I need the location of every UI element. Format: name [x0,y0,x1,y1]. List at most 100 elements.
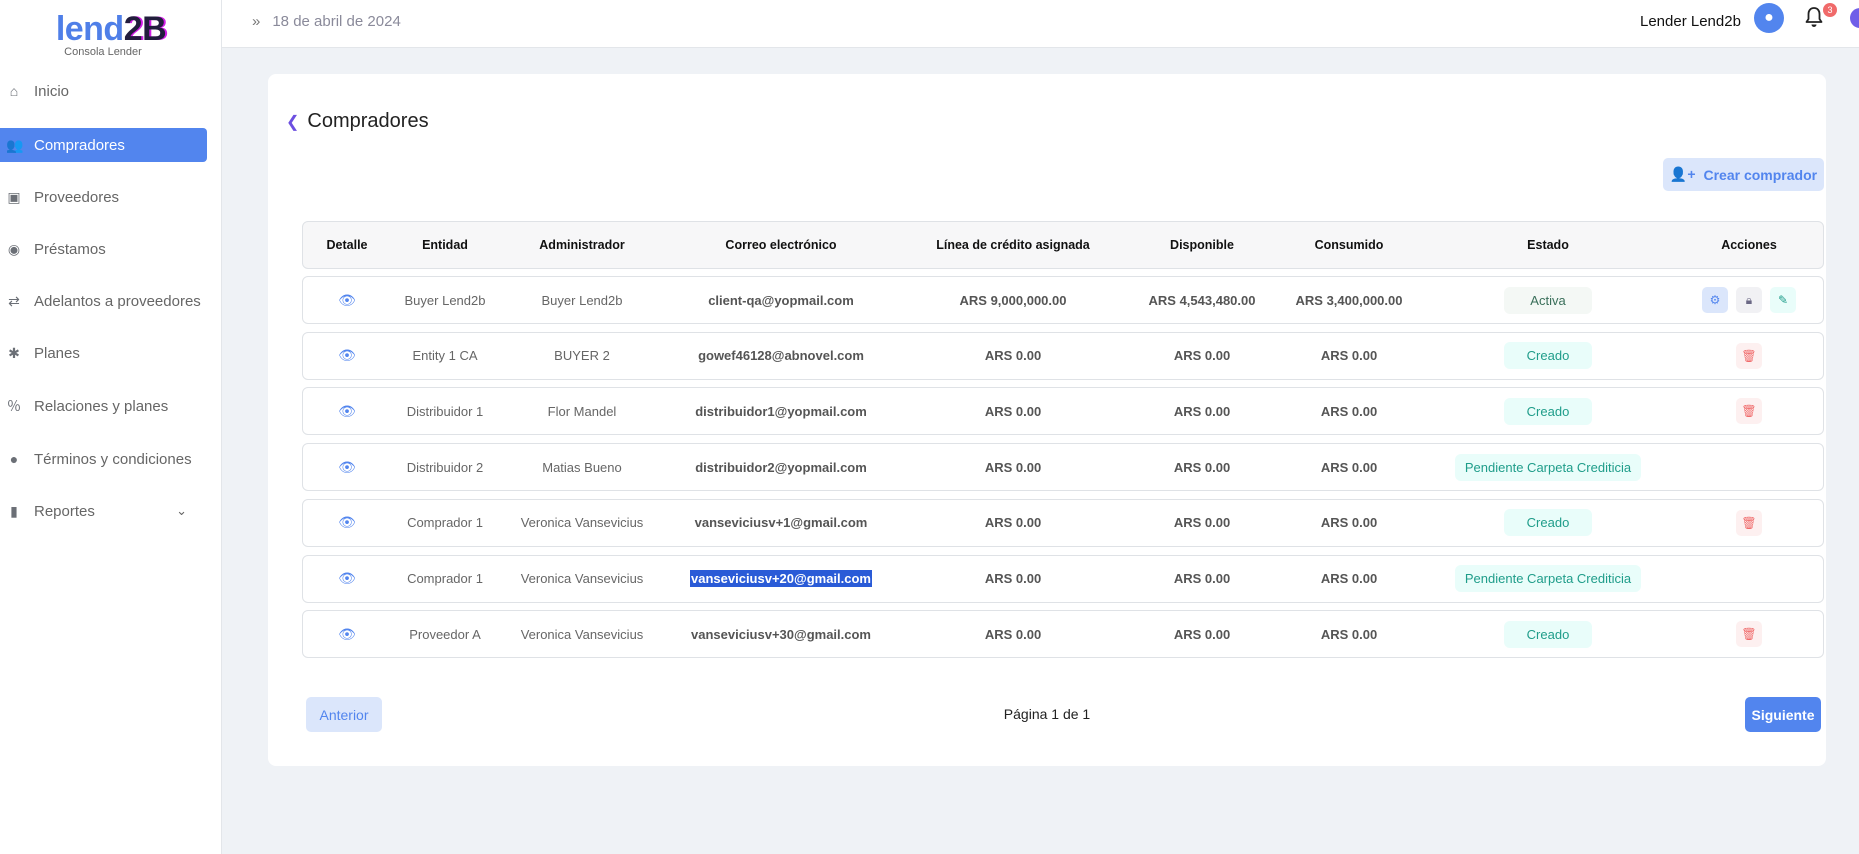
entity-cell: Distribuidor 1 [406,403,484,419]
avatar[interactable]: ● [1754,3,1784,33]
create-buyer-button[interactable]: 👤+ Crear comprador [1663,158,1824,191]
notification-badge: 3 [1823,3,1837,17]
credit-line-cell: ARS 0.00 [984,515,1042,531]
nav-icon: ⌂ [9,83,19,99]
trash-icon[interactable]: 🗑︎ [1736,342,1762,369]
available-cell: ARS 0.00 [1173,626,1231,642]
status-badge: Pendiente Carpeta Crediticia [1454,453,1642,481]
page-title: ❮ Compradores [286,110,429,132]
sidebar-item-relaciones-y-planes[interactable]: ％ Relaciones y planes [0,389,207,423]
table-row: 👁︎ Comprador 1 Veronica Vansevicius vans… [302,498,1824,547]
email-cell: client-qa@yopmail.com [665,293,897,308]
status-badge: Creado [1504,620,1592,648]
available-cell: ARS 0.00 [1173,403,1231,419]
actions-cell: 🗑︎ [1673,398,1825,425]
available-cell: ARS 0.00 [1173,459,1231,475]
email-text: vanseviciusv+30@gmail.com [691,626,871,642]
eye-icon[interactable]: 👁︎ [338,458,356,475]
eye-icon[interactable]: 👁︎ [338,625,356,642]
admin-cell: Veronica Vansevicius [520,571,644,586]
top-header: » 18 de abril de 2024 Lender Lend2b ● 3 [222,0,1859,48]
credit-line-cell: ARS 0.00 [984,459,1042,475]
nav-icon: ◉ [7,240,21,257]
edit-icon[interactable]: ✎ [1770,287,1796,313]
consumed-cell: ARS 0.00 [1320,515,1378,531]
available-cell: ARS 4,543,480.00 [1148,292,1256,308]
header-date: » 18 de abril de 2024 [252,13,401,30]
sidebar: lend2B Consola Lender ⌂ Inicio 👥 Compradore… [0,0,222,854]
consumed-cell: ARS 3,400,000.00 [1295,292,1403,308]
status-badge: Creado [1504,509,1592,537]
email-cell: gowef46128@abnovel.com [665,348,897,363]
trash-icon[interactable]: 🗑︎ [1736,398,1762,425]
consumed-cell: ARS 0.00 [1320,403,1378,419]
column-header: Entidad [422,238,468,252]
table-row: 👁︎ Distribuidor 2 Matias Bueno distribui… [302,443,1824,492]
sidebar-item-t-rminos-y-condiciones[interactable]: ● Términos y condiciones [0,442,207,476]
expand-sidebar-icon[interactable]: » [252,13,261,30]
page-info: Página 1 de 1 [1003,706,1091,722]
email-cell: vanseviciusv+1@gmail.com [665,515,897,530]
entity-cell: Entity 1 CA [412,348,478,364]
console-subtitle: Consola Lender [64,46,142,58]
email-cell: vanseviciusv+30@gmail.com [665,627,897,642]
eye-icon[interactable]: 👁︎ [338,291,356,308]
entity-cell: Distribuidor 2 [406,459,484,475]
consumed-cell: ARS 0.00 [1320,571,1378,586]
column-header: Acciones [1721,238,1777,252]
sidebar-item-reportes[interactable]: ▮ Reportes ⌄ [0,494,207,528]
user-name: Lender Lend2b [1640,13,1741,30]
email-text: gowef46128@abnovel.com [698,348,864,364]
logo: lend2B [55,10,167,48]
back-chevron-icon[interactable]: ❮ [286,114,300,131]
next-button[interactable]: Siguiente [1745,697,1821,732]
sidebar-item-adelantos-a-proveedores[interactable]: ⇄ Adelantos a proveedores [0,284,207,318]
status-badge: Creado [1504,397,1592,425]
sidebar-item-label: Reportes [34,502,95,520]
content-card: ❮ Compradores 👤+ Crear comprador Detalle En… [268,74,1826,766]
email-text: client-qa@yopmail.com [708,292,854,308]
globe-icon[interactable] [1850,8,1859,28]
sidebar-item-planes[interactable]: ✱ Planes [0,336,207,370]
status-badge: Pendiente Carpeta Crediticia [1454,565,1642,592]
column-header: Detalle [326,238,368,252]
table-header: Detalle Entidad Administrador Correo electr… [302,221,1824,269]
settings-gear-icon[interactable]: ⚙ [1702,287,1728,313]
sidebar-item-inicio[interactable]: ⌂ Inicio [0,74,207,108]
email-text: vanseviciusv+1@gmail.com [694,515,868,531]
consumed-cell: ARS 0.00 [1320,459,1378,475]
available-cell: ARS 0.00 [1173,348,1231,364]
email-text: vanseviciusv+20@gmail.com [690,570,872,587]
lock-icon[interactable]: 🔒︎ [1736,287,1762,313]
sidebar-item-pr-stamos[interactable]: ◉ Préstamos [0,232,207,266]
table-row: 👁︎ Buyer Lend2b Buyer Lend2b client-qa@y… [302,276,1824,324]
sidebar-item-label: Compradores [34,136,125,154]
eye-icon[interactable]: 👁︎ [338,347,356,364]
column-header: Estado [1527,238,1569,252]
column-header: Disponible [1170,238,1234,252]
table-row: 👁︎ Entity 1 CA BUYER 2 gowef46128@abnove… [302,331,1825,380]
bell-icon[interactable] [1804,6,1824,28]
sidebar-item-label: Préstamos [34,240,106,258]
eye-icon[interactable]: 👁︎ [338,570,356,586]
email-cell: distribuidor2@yopmail.com [665,460,897,475]
nav-icon: ● [9,451,19,467]
chevron-down-icon[interactable]: ⌄ [176,503,187,518]
sidebar-item-proveedores[interactable]: ▣ Proveedores [0,180,207,214]
sidebar-item-compradores[interactable]: 👥 Compradores [0,128,207,162]
eye-icon[interactable]: 👁︎ [338,514,356,531]
actions-cell: 🗑︎ [1673,342,1825,369]
trash-icon[interactable]: 🗑︎ [1736,509,1762,536]
trash-icon[interactable]: 🗑︎ [1736,621,1762,648]
eye-icon[interactable]: 👁︎ [338,402,356,419]
actions-cell: ⚙ 🔒︎ ✎ [1673,287,1825,313]
credit-line-cell: ARS 0.00 [984,348,1042,364]
email-cell: vanseviciusv+20@gmail.com [665,570,897,587]
admin-cell: Buyer Lend2b [541,292,623,308]
credit-line-cell: ARS 0.00 [984,626,1042,642]
email-text: distribuidor1@yopmail.com [695,403,867,419]
nav-icon: ％ [7,398,21,414]
previous-button[interactable]: Anterior [306,697,382,732]
admin-cell: Flor Mandel [547,403,617,419]
admin-cell: Veronica Vansevicius [520,626,644,642]
